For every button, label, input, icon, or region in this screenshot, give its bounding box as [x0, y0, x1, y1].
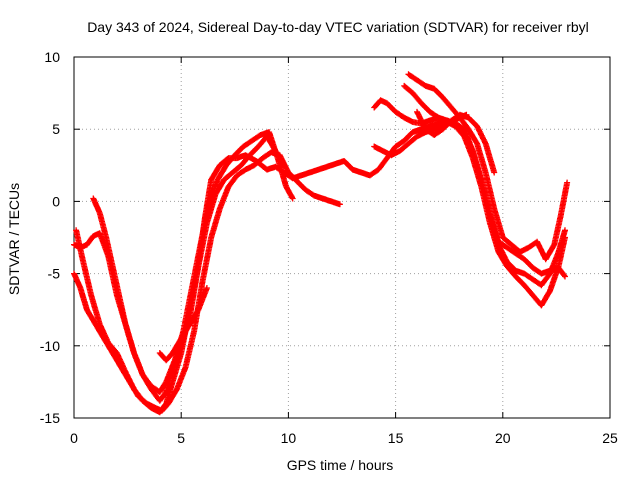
data-point-markers — [156, 285, 210, 364]
x-tick-label: 20 — [495, 430, 511, 446]
chart-title: Day 343 of 2024, Sidereal Day-to-day VTE… — [87, 19, 589, 35]
x-tick-label: 10 — [281, 430, 297, 446]
series-track-8 — [405, 71, 571, 263]
x-tick-label: 5 — [177, 430, 185, 446]
series-track-10 — [414, 108, 498, 176]
grid — [74, 57, 610, 418]
y-tick-label: 10 — [44, 49, 60, 65]
series-track-5 — [156, 285, 210, 364]
x-axis-label: GPS time / hours — [287, 457, 394, 473]
data-point-markers — [405, 71, 571, 263]
data-point-markers — [73, 133, 288, 416]
data-point-markers — [414, 108, 498, 176]
y-tick-label: 5 — [52, 121, 60, 137]
plot-frame — [73, 56, 611, 419]
y-tick-label: -15 — [40, 410, 60, 426]
plot-border — [73, 56, 611, 419]
axis-ticks: 0 5 10 15 20 25 -15 -10 -5 0 5 10 — [40, 49, 618, 446]
x-tick-label: 25 — [602, 430, 618, 446]
y-tick-label: 0 — [52, 193, 60, 209]
data-point-markers — [401, 82, 568, 289]
series-track-7 — [401, 82, 568, 289]
y-tick-label: -10 — [40, 338, 60, 354]
x-tick-label: 0 — [70, 430, 78, 446]
data-points — [71, 71, 571, 416]
x-tick-label: 15 — [388, 430, 404, 446]
y-tick-label: -5 — [48, 266, 61, 282]
series-track-4 — [73, 133, 288, 416]
y-axis-label: SDTVAR / TECUs — [6, 183, 22, 295]
